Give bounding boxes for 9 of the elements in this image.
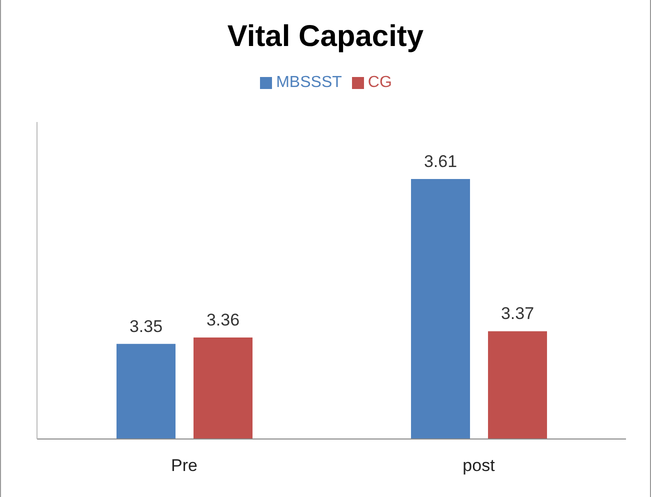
legend-label: CG bbox=[368, 74, 392, 91]
data-label: 3.35 bbox=[129, 316, 163, 336]
x-tick-label: Pre bbox=[171, 456, 198, 476]
data-label: 3.61 bbox=[424, 152, 458, 172]
chart-title: Vital Capacity bbox=[226, 20, 425, 55]
x-tick-label: post bbox=[462, 456, 496, 476]
data-label: 3.36 bbox=[206, 310, 240, 330]
legend-label: MBSSST bbox=[276, 74, 342, 91]
data-label: 3.37 bbox=[500, 304, 534, 324]
